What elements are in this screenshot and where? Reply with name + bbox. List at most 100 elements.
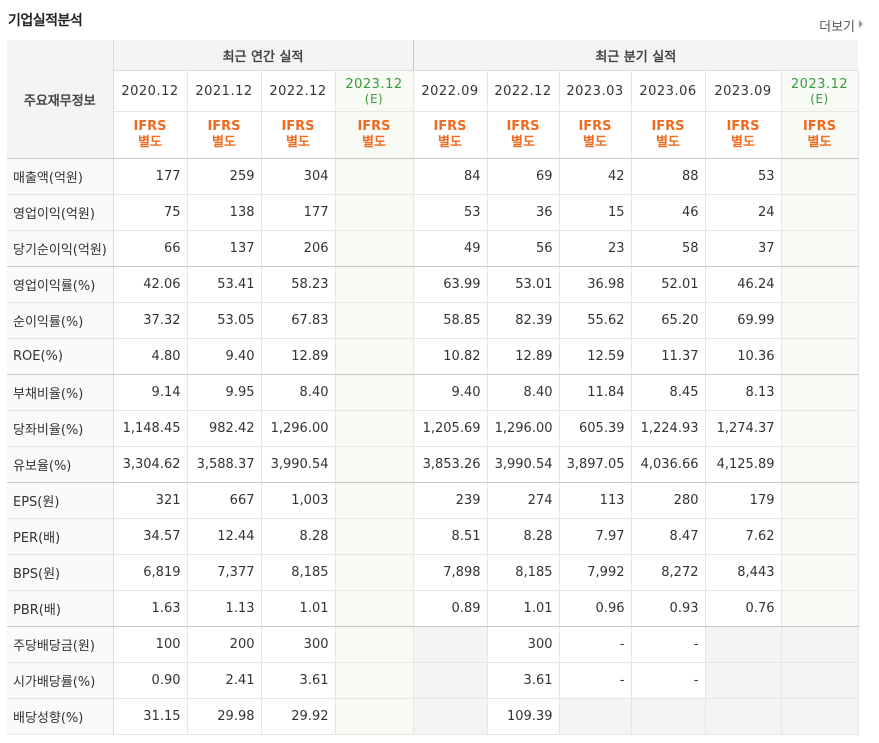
- table-cell: 23: [559, 230, 632, 267]
- table-cell: -: [631, 662, 706, 699]
- table-cell: [335, 446, 414, 483]
- table-cell: 259: [187, 158, 262, 195]
- table-cell: 8,272: [631, 554, 706, 591]
- period-label: 2022.12: [269, 83, 327, 99]
- table-cell: 3,588.37: [187, 446, 262, 483]
- table-cell: 200: [187, 626, 262, 663]
- table-row: ROE(%) 4.80 9.40 12.89 10.82 12.89 12.59 11.37 1…: [7, 338, 859, 375]
- table-row: BPS(원) 6,819 7,377 8,185 7,898 8,185 7,992 8,27…: [7, 554, 859, 591]
- table-cell: 280: [631, 482, 706, 519]
- table-cell: 37.32: [113, 302, 188, 339]
- more-link[interactable]: 더보기: [819, 20, 855, 35]
- estimate-mark: (E): [810, 91, 829, 106]
- basis-header: IFRS 별도: [705, 111, 782, 159]
- row-label: 당기순이익(억원): [7, 230, 114, 267]
- table-cell: [631, 698, 706, 735]
- period-label: 2023.06: [639, 83, 697, 99]
- basis-type: 별도: [362, 135, 386, 150]
- table-cell: 179: [705, 482, 782, 519]
- table-cell: 3,304.62: [113, 446, 188, 483]
- table-row: 유보율(%) 3,304.62 3,588.37 3,990.54 3,853.26 3,…: [7, 446, 859, 483]
- table-cell: 12.59: [559, 338, 632, 375]
- table-cell: 1.01: [487, 590, 560, 627]
- table-cell: [781, 554, 859, 591]
- table-cell: 1.63: [113, 590, 188, 627]
- table-cell: [781, 518, 859, 555]
- table-cell: 2.41: [187, 662, 262, 699]
- period-header: 2023.03: [559, 70, 632, 112]
- table-cell: 1,003: [261, 482, 336, 519]
- table-cell: 177: [261, 194, 336, 231]
- basis-standard: IFRS: [281, 119, 315, 134]
- row-header-label: 주요재무정보: [7, 40, 114, 159]
- table-cell: [705, 626, 782, 663]
- estimate-mark: (E): [364, 91, 384, 106]
- table-cell: [335, 662, 414, 699]
- table-cell: 11.37: [631, 338, 706, 375]
- basis-header: IFRS 별도: [631, 111, 706, 159]
- period-header: 2023.06: [631, 70, 706, 112]
- table-cell: 0.90: [113, 662, 188, 699]
- table-row: 부채비율(%) 9.14 9.95 8.40 9.40 8.40 11.84 8.45 8.13: [7, 374, 859, 411]
- table-cell: 53.41: [187, 266, 262, 303]
- table-cell: [335, 518, 414, 555]
- table-cell: [781, 698, 859, 735]
- basis-standard: IFRS: [207, 119, 241, 134]
- table-cell: 34.57: [113, 518, 188, 555]
- table-cell: 7,898: [412, 554, 488, 591]
- table-cell: 24: [705, 194, 782, 231]
- table-row: 주당배당금(원) 100 200 300 300- -: [7, 626, 859, 663]
- table-cell: 66: [113, 230, 188, 267]
- table-cell: 0.76: [705, 590, 782, 627]
- row-label: 시가배당률(%): [7, 662, 114, 699]
- table-cell: 605.39: [559, 410, 632, 447]
- basis-header: IFRS 별도: [559, 111, 632, 159]
- table-cell: [781, 194, 859, 231]
- chevron-right-icon[interactable]: [859, 20, 863, 28]
- table-cell: [781, 266, 859, 303]
- table-cell: 75: [113, 194, 188, 231]
- basis-standard: IFRS: [578, 119, 612, 134]
- period-header: 2022.12: [487, 70, 560, 112]
- table-cell: 88: [631, 158, 706, 195]
- table-cell: [412, 698, 488, 735]
- table-cell: [781, 230, 859, 267]
- table-cell: 69.99: [705, 302, 782, 339]
- financial-table: 주요재무정보 최근 연간 실적 최근 분기 실적 2020.12 2021.12 2…: [7, 40, 859, 735]
- table-cell: 9.40: [412, 374, 488, 411]
- table-cell: [559, 698, 632, 735]
- table-cell: 137: [187, 230, 262, 267]
- table-cell: 46.24: [705, 266, 782, 303]
- table-cell: 239: [412, 482, 488, 519]
- table-cell: 46: [631, 194, 706, 231]
- table-cell: 15: [559, 194, 632, 231]
- table-cell: 206: [261, 230, 336, 267]
- annual-group-header: 최근 연간 실적: [113, 40, 413, 71]
- basis-header: IFRS 별도: [187, 111, 262, 159]
- basis-standard: IFRS: [357, 119, 391, 134]
- table-cell: 29.98: [187, 698, 262, 735]
- table-cell: [705, 662, 782, 699]
- table-cell: [335, 158, 414, 195]
- table-cell: 12.89: [261, 338, 336, 375]
- basis-type: 별도: [731, 135, 755, 150]
- table-cell: 0.89: [412, 590, 488, 627]
- table-cell: 4,036.66: [631, 446, 706, 483]
- table-cell: 7.62: [705, 518, 782, 555]
- table-cell: [335, 590, 414, 627]
- table-cell: 138: [187, 194, 262, 231]
- table-cell: [781, 446, 859, 483]
- table-cell: 8.28: [261, 518, 336, 555]
- table-cell: 8.45: [631, 374, 706, 411]
- row-label: BPS(원): [7, 554, 114, 591]
- table-cell: 3.61: [487, 662, 560, 699]
- table-cell: 53.01: [487, 266, 560, 303]
- period-label: 2023.03: [566, 83, 624, 99]
- table-cell: 0.93: [631, 590, 706, 627]
- table-cell: 65.20: [631, 302, 706, 339]
- table-cell: 53: [705, 158, 782, 195]
- table-cell: 8.13: [705, 374, 782, 411]
- table-cell: 8.40: [487, 374, 560, 411]
- section-title: 기업실적분석: [8, 13, 83, 29]
- basis-header: IFRS 별도: [781, 111, 859, 159]
